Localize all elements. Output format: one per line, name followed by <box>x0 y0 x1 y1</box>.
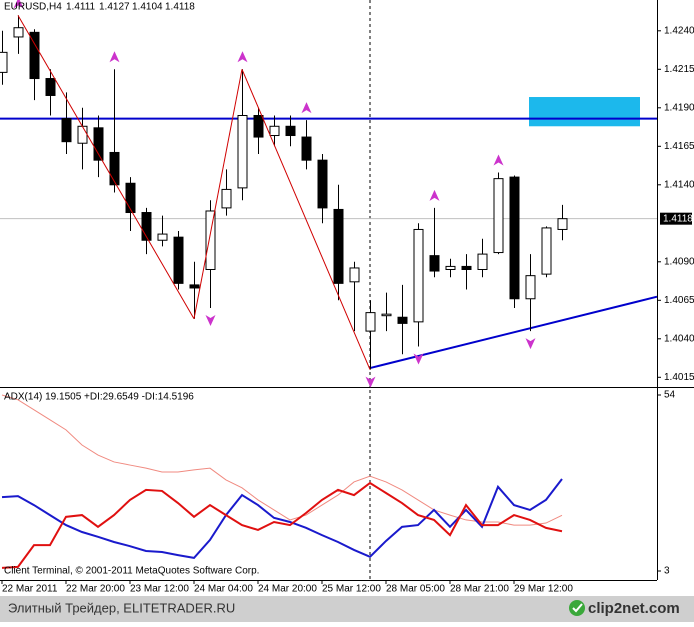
copyright: Client Terminal, © 2001-2011 MetaQuotes … <box>4 566 259 577</box>
y-tick-label: 1.4040 <box>664 333 694 344</box>
fractal-up <box>237 51 248 63</box>
candle-body <box>29 31 40 80</box>
candle-body <box>477 253 488 271</box>
candle-body <box>285 125 296 137</box>
candle-body <box>237 115 248 189</box>
candle-body <box>301 136 312 161</box>
logo-check <box>572 603 583 613</box>
candle-body <box>125 182 136 214</box>
zigzag-segment <box>241 69 371 370</box>
candle-body <box>13 27 24 38</box>
x-tick-label: 28 Mar 05:00 <box>386 584 445 595</box>
logo-icon <box>569 600 585 616</box>
y-tick-label: 1.4240 <box>664 25 694 36</box>
candle-body <box>557 218 568 230</box>
y-tick-label: 54 <box>664 390 676 401</box>
high-label: 1.4127 <box>99 2 130 13</box>
candle-body <box>493 178 504 254</box>
indicator-line <box>1 481 563 569</box>
candle-body <box>509 176 520 300</box>
y-tick-label: 1.4090 <box>664 256 694 267</box>
symbol-label: EURUSD,H4 <box>4 2 62 13</box>
candle-body <box>269 125 280 137</box>
candle-body <box>413 228 424 323</box>
fractal-down <box>365 376 376 388</box>
candle-body <box>61 118 72 143</box>
fractal-down <box>525 338 536 350</box>
x-tick-label: 22 Mar 20:00 <box>66 584 125 595</box>
x-tick-label: 22 Mar 2011 <box>2 584 58 595</box>
zigzag-segment <box>17 15 195 320</box>
y-tick-label: 1.4065 <box>664 295 694 306</box>
candle-body <box>365 312 376 332</box>
candle-body <box>157 233 168 241</box>
zigzag-segment <box>193 69 243 319</box>
candle-body <box>317 159 328 209</box>
y-tick-label: 1.4165 <box>664 141 694 152</box>
fractal-up <box>109 51 120 63</box>
candle-body <box>445 265 456 271</box>
candle-body <box>93 127 104 161</box>
candle-body <box>429 255 440 272</box>
candle-body <box>77 125 88 144</box>
candle-body <box>45 78 56 96</box>
fractal-up <box>493 154 504 166</box>
indicator-line <box>1 394 563 526</box>
y-tick-label: 3 <box>664 566 670 577</box>
candle-body <box>333 208 344 284</box>
zone <box>529 97 640 127</box>
current-price-tag <box>660 212 692 225</box>
candle-body <box>541 227 552 275</box>
y-tick-label: 1.4190 <box>664 102 694 113</box>
fractal-down <box>413 353 424 365</box>
fractal-down <box>205 315 216 326</box>
candle-body <box>253 115 264 138</box>
x-tick-label: 29 Mar 12:00 <box>514 584 573 595</box>
fractal-up <box>301 102 312 114</box>
y-tick-label: 1.4140 <box>664 179 694 190</box>
candle-body <box>461 265 472 271</box>
x-tick-label: 25 Mar 12:00 <box>322 584 381 595</box>
y-tick-label: 1.4015 <box>664 372 694 383</box>
fractal-up <box>13 0 24 9</box>
x-tick-label: 28 Mar 21:00 <box>450 584 509 595</box>
candle-body <box>349 267 360 283</box>
candle-body <box>109 151 120 186</box>
y-tick-label: 1.4215 <box>664 64 694 75</box>
candle-body <box>525 275 536 300</box>
candle-body <box>221 188 232 209</box>
footer-site: Элитный Трейдер, ELITETRADER.RU <box>8 600 235 615</box>
candle-body <box>205 210 216 270</box>
candle-body <box>0 51 8 73</box>
close-label: 1.4118 <box>165 2 195 13</box>
indicator-title: ADX(14) 19.1505 +DI:29.6549 -DI:14.5196 <box>4 392 194 403</box>
candle-body <box>141 212 152 241</box>
candle-body <box>189 284 200 289</box>
x-tick-label: 24 Mar 20:00 <box>258 584 317 595</box>
x-tick-label: 24 Mar 04:00 <box>194 584 253 595</box>
x-tick-label: 23 Mar 12:00 <box>130 584 189 595</box>
open-label: 1.4111 <box>66 2 96 13</box>
footer-logo: clip2net.com <box>588 600 680 617</box>
fractal-up <box>429 189 440 201</box>
candle-body <box>381 313 392 317</box>
candle-body <box>173 236 184 284</box>
background <box>0 0 694 596</box>
candle-body <box>397 316 408 324</box>
low-label: 1.4104 <box>132 2 163 13</box>
current-price-label: 1.4118 <box>663 213 693 224</box>
indicator-line <box>1 478 563 559</box>
